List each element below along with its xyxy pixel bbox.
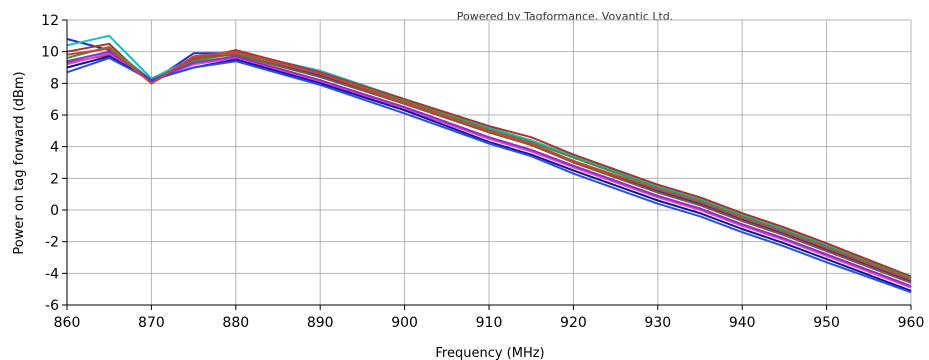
x-tick-label: 910 (476, 315, 503, 331)
axis-layer (62, 19, 912, 310)
x-tick-label: 940 (729, 315, 756, 331)
y-axis-title: Power on tag forward (dBm) (12, 71, 27, 254)
y-tick-label: -4 (45, 266, 59, 282)
y-tick-label: 0 (50, 203, 59, 219)
series-line-9 (66, 57, 912, 294)
y-tick-label: 4 (50, 140, 59, 156)
series-line-7 (66, 50, 912, 287)
y-tick-label: 8 (50, 76, 59, 92)
y-tick-label: -2 (45, 235, 59, 251)
y-tick-label: 10 (41, 45, 59, 61)
y-tick-label: 6 (50, 108, 59, 124)
x-tick-label: 880 (222, 315, 249, 331)
x-tick-label: 960 (898, 315, 925, 331)
x-tick-label: 890 (307, 315, 334, 331)
x-axis-title: Frequency (MHz) (435, 346, 544, 360)
x-tick-label: 920 (560, 315, 587, 331)
series-line-10 (66, 47, 912, 281)
x-tick-label: 950 (813, 315, 840, 331)
x-tick-label: 870 (138, 315, 165, 331)
series-line-2 (66, 34, 912, 278)
x-tick-label: 860 (54, 315, 81, 331)
grid-layer (66, 19, 912, 306)
y-tick-label: -6 (45, 298, 59, 314)
y-tick-labels: -6 -4 -2 0 2 4 6 8 10 12 (41, 13, 59, 314)
y-tick-label: 12 (41, 13, 59, 29)
x-tick-label: 900 (391, 315, 418, 331)
x-tick-labels: 860 870 880 890 900 910 920 930 940 950 960 (54, 315, 925, 331)
y-tick-label: 2 (50, 171, 59, 187)
series-layer (66, 34, 912, 294)
x-tick-label: 930 (644, 315, 671, 331)
